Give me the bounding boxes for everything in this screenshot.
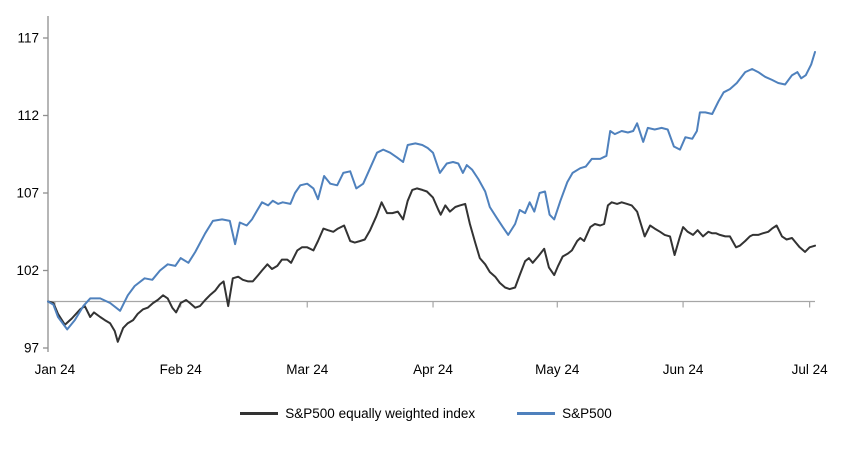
chart-canvas: 117 112 107 102 97 Jan 24 Feb 24 Mar 24 Apr 24 Ma… <box>16 16 829 377</box>
sp500-line-swatch <box>517 412 556 415</box>
sp500-equal-weight-line <box>47 187 816 343</box>
x-tick-label: May 24 <box>535 362 580 377</box>
y-tick-label: 107 <box>16 186 39 201</box>
y-tick-label: 112 <box>17 108 39 123</box>
y-tick-label: 97 <box>24 341 39 356</box>
legend-label-sp500-equal-weight: S&P500 equally weighted index <box>285 406 476 421</box>
y-tick-label: 102 <box>16 263 39 278</box>
x-tick-label: Jan 24 <box>35 362 76 377</box>
legend-label-sp500: S&P500 <box>562 406 612 421</box>
x-tick-label: Jun 24 <box>663 362 704 377</box>
x-tick-label: Feb 24 <box>160 362 203 377</box>
legend-item-sp500: S&P500 <box>517 406 612 421</box>
x-tick-label: Jul 24 <box>792 362 829 377</box>
chart-legend: S&P500 equally weighted index S&P500 <box>0 406 852 421</box>
legend-item-sp500-equal-weight: S&P500 equally weighted index <box>240 406 475 421</box>
sp500-equal-weight-line-swatch <box>240 412 279 415</box>
x-tick-label: Mar 24 <box>286 362 329 377</box>
sp500-line <box>47 51 816 331</box>
x-tick-label: Apr 24 <box>413 362 453 377</box>
y-tick-label: 117 <box>17 31 39 46</box>
